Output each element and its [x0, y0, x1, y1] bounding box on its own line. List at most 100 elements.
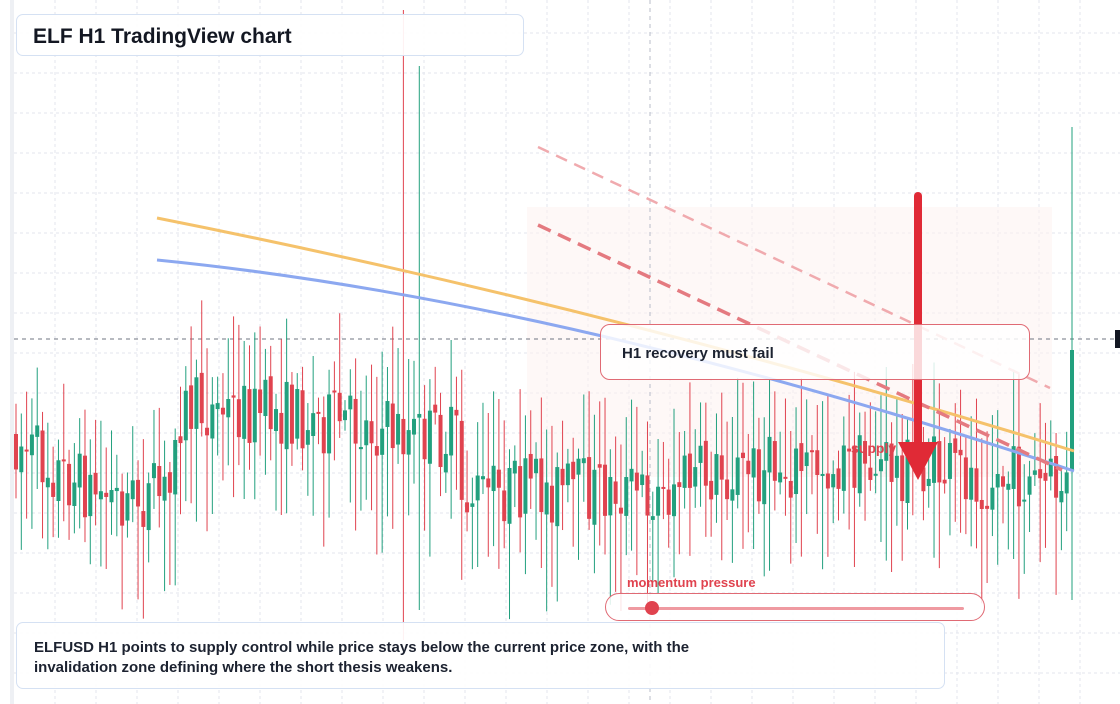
momentum-slider[interactable] [605, 593, 985, 621]
candle-body[interactable] [496, 469, 501, 488]
candle-body[interactable] [157, 466, 162, 497]
candle-body[interactable] [878, 459, 883, 472]
candle-body[interactable] [1032, 470, 1037, 475]
candle-body[interactable] [926, 478, 931, 487]
candle-body[interactable] [199, 372, 204, 424]
candle-body[interactable] [443, 453, 448, 473]
candle-body[interactable] [231, 395, 236, 398]
candle-body[interactable] [576, 458, 581, 475]
candle-body[interactable] [634, 472, 639, 491]
candle-body[interactable] [167, 472, 172, 493]
candle-body[interactable] [979, 499, 984, 509]
candle-body[interactable] [61, 459, 66, 462]
candle-body[interactable] [1048, 458, 1053, 477]
candle-body[interactable] [374, 446, 379, 456]
candle-body[interactable] [295, 389, 300, 439]
candle-body[interactable] [358, 447, 363, 450]
candle-body[interactable] [809, 450, 814, 453]
candle-body[interactable] [687, 453, 692, 488]
candle-body[interactable] [146, 483, 151, 531]
candle-body[interactable] [162, 476, 167, 501]
candle-body[interactable] [947, 443, 952, 479]
candle-body[interactable] [189, 385, 194, 429]
candle-body[interactable] [480, 476, 485, 480]
candle-body[interactable] [348, 395, 353, 410]
candle-body[interactable] [109, 490, 114, 503]
candle-body[interactable] [1001, 476, 1006, 487]
candle-body[interactable] [470, 503, 475, 507]
candle-body[interactable] [327, 394, 332, 454]
candle-body[interactable] [332, 390, 337, 393]
candle-body[interactable] [125, 493, 130, 521]
candle-body[interactable] [449, 406, 454, 456]
candle-body[interactable] [847, 448, 852, 452]
candle-body[interactable] [130, 480, 135, 500]
candle-body[interactable] [284, 381, 289, 450]
candle-body[interactable] [788, 480, 793, 498]
candle-body[interactable] [1038, 469, 1043, 479]
candle-body[interactable] [289, 384, 294, 444]
candle-body[interactable] [852, 445, 857, 488]
candle-body[interactable] [650, 516, 655, 520]
candle-body[interactable] [1022, 499, 1027, 502]
candle-body[interactable] [963, 457, 968, 500]
candle-body[interactable] [762, 470, 767, 505]
candle-body[interactable] [427, 410, 432, 464]
candle-body[interactable] [1059, 490, 1064, 503]
candle-body[interactable] [14, 434, 18, 470]
candle-body[interactable] [77, 453, 82, 488]
candle-body[interactable] [385, 401, 390, 427]
candle-body[interactable] [730, 489, 735, 501]
candle-body[interactable] [969, 467, 974, 500]
candle-body[interactable] [454, 409, 459, 416]
candle-body[interactable] [571, 461, 576, 480]
candle-body[interactable] [56, 460, 61, 501]
candle-body[interactable] [114, 487, 119, 492]
candle-body[interactable] [528, 453, 533, 479]
candle-body[interactable] [465, 502, 470, 513]
candle-body[interactable] [226, 399, 231, 418]
candle-body[interactable] [1006, 483, 1011, 490]
candle-body[interactable] [274, 409, 279, 432]
candle-body[interactable] [820, 473, 825, 476]
candle-body[interactable] [693, 467, 698, 487]
candle-body[interactable] [592, 469, 597, 525]
candle-body[interactable] [396, 413, 401, 445]
candle-body[interactable] [104, 492, 109, 497]
candle-body[interactable] [740, 452, 745, 459]
candle-body[interactable] [369, 421, 374, 444]
candle-body[interactable] [390, 403, 395, 449]
candle-body[interactable] [1011, 446, 1016, 489]
candle-body[interactable] [242, 385, 247, 439]
candle-body[interactable] [549, 485, 554, 523]
candle-body[interactable] [178, 436, 183, 444]
candle-body[interactable] [411, 418, 416, 435]
candle-body[interactable] [746, 460, 751, 475]
candle-body[interactable] [884, 442, 889, 461]
candle-body[interactable] [889, 443, 894, 482]
candle-body[interactable] [868, 467, 873, 480]
candle-body[interactable] [183, 390, 188, 441]
candle-body[interactable] [401, 418, 406, 455]
candle-body[interactable] [682, 455, 687, 488]
candle-body[interactable] [258, 389, 263, 414]
candle-body[interactable] [990, 487, 995, 510]
candle-body[interactable] [215, 403, 220, 410]
candle-body[interactable] [624, 477, 629, 516]
candle-body[interactable] [672, 484, 677, 517]
candle-body[interactable] [666, 489, 671, 515]
candle-body[interactable] [1016, 446, 1021, 507]
candle-body[interactable] [863, 441, 868, 464]
candle-body[interactable] [512, 460, 517, 474]
candle-body[interactable] [205, 427, 210, 436]
candle-body[interactable] [857, 435, 862, 494]
candle-body[interactable] [597, 464, 602, 468]
candle-body[interactable] [491, 465, 496, 492]
candle-body[interactable] [507, 468, 512, 524]
candle-body[interactable] [151, 463, 156, 479]
candle-body[interactable] [937, 441, 942, 483]
candle-body[interactable] [51, 482, 56, 497]
momentum-knob[interactable] [644, 601, 659, 615]
candle-body[interactable] [88, 474, 93, 517]
candle-body[interactable] [311, 413, 316, 437]
